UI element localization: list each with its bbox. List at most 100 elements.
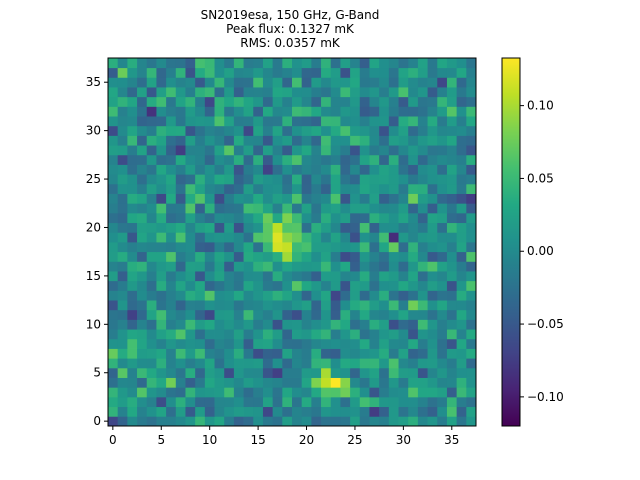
- heatmap-cell: [350, 125, 361, 136]
- heatmap-cell: [204, 242, 215, 253]
- heatmap-cell: [137, 116, 148, 127]
- heatmap-cell: [195, 338, 206, 349]
- heatmap-cell: [466, 309, 477, 320]
- heatmap-cell: [137, 290, 148, 301]
- heatmap-cell: [253, 125, 264, 136]
- heatmap-cell: [282, 77, 293, 88]
- heatmap-cell: [311, 232, 322, 243]
- heatmap-cell: [233, 174, 244, 185]
- heatmap-cell: [233, 319, 244, 330]
- heatmap-cell: [137, 271, 148, 282]
- heatmap-cell: [446, 338, 458, 349]
- heatmap-cell: [137, 406, 148, 417]
- heatmap-cell: [427, 58, 438, 69]
- heatmap-cell: [292, 58, 303, 69]
- heatmap-cell: [379, 67, 390, 78]
- heatmap-cell: [166, 329, 177, 340]
- heatmap-cell: [233, 271, 244, 282]
- heatmap-cell: [253, 319, 264, 330]
- heatmap-cell: [195, 116, 206, 127]
- heatmap-cell: [243, 174, 254, 185]
- heatmap-cell: [417, 222, 428, 233]
- heatmap-cell: [340, 116, 351, 127]
- heatmap-cell: [398, 329, 409, 340]
- heatmap-cell: [117, 87, 128, 98]
- heatmap-cell: [321, 242, 332, 253]
- heatmap-cell: [446, 261, 458, 272]
- heatmap-cell: [359, 203, 370, 214]
- heatmap-cell: [127, 212, 138, 224]
- heatmap-cell: [369, 154, 380, 165]
- heatmap-cell: [466, 338, 477, 349]
- heatmap-cell: [311, 106, 322, 117]
- heatmap-cell: [224, 416, 235, 427]
- heatmap-cell: [437, 300, 448, 311]
- heatmap-cell: [117, 319, 128, 330]
- heatmap-cell: [350, 67, 361, 78]
- heatmap-cell: [282, 338, 293, 349]
- heatmap-cell: [398, 338, 409, 349]
- heatmap-cell: [437, 96, 448, 107]
- heatmap-cell: [214, 193, 225, 204]
- heatmap-cell: [156, 193, 167, 204]
- heatmap-cell: [175, 261, 186, 272]
- heatmap-cell: [427, 271, 438, 282]
- heatmap-cell: [311, 58, 322, 69]
- heatmap-cell: [108, 77, 119, 88]
- heatmap-cell: [437, 77, 448, 88]
- heatmap-cell: [437, 242, 448, 253]
- heatmap-cell: [388, 222, 399, 233]
- heatmap-cell: [224, 164, 235, 175]
- heatmap-cell: [350, 96, 361, 107]
- heatmap-cell: [108, 300, 119, 311]
- heatmap-cell: [282, 261, 293, 272]
- heatmap-cell: [224, 193, 235, 204]
- heatmap-cell: [146, 377, 157, 388]
- heatmap-cell: [282, 116, 293, 127]
- heatmap-cell: [108, 183, 119, 194]
- heatmap-cell: [282, 280, 293, 291]
- heatmap-cell: [340, 396, 351, 408]
- heatmap-cell: [272, 116, 283, 127]
- heatmap-cell: [262, 222, 274, 233]
- heatmap-cell: [359, 58, 370, 69]
- heatmap-cell: [117, 203, 128, 214]
- heatmap-cell: [398, 251, 409, 262]
- heatmap-cell: [204, 280, 215, 291]
- heatmap-cell: [417, 58, 428, 69]
- heatmap-cell: [282, 212, 293, 224]
- heatmap-cell: [369, 348, 380, 359]
- heatmap-cell: [456, 87, 467, 98]
- heatmap-cell: [350, 338, 361, 349]
- heatmap-cell: [117, 271, 128, 282]
- heatmap-cell: [359, 174, 370, 185]
- heatmap-cell: [214, 145, 225, 156]
- heatmap-cell: [146, 212, 157, 224]
- heatmap-cell: [108, 280, 119, 291]
- heatmap-cell: [350, 406, 361, 417]
- heatmap-cell: [437, 222, 448, 233]
- heatmap-cell: [417, 290, 428, 301]
- heatmap-cell: [311, 242, 322, 253]
- heatmap-cell: [388, 154, 399, 165]
- heatmap-cell: [456, 396, 467, 408]
- heatmap-cell: [127, 280, 138, 291]
- heatmap-cell: [127, 116, 138, 127]
- heatmap-cell: [388, 203, 399, 214]
- heatmap-cell: [185, 319, 196, 330]
- heatmap-cell: [146, 58, 157, 69]
- heatmap-cell: [224, 271, 235, 282]
- heatmap-cell: [117, 232, 128, 243]
- heatmap-cell: [437, 329, 448, 340]
- heatmap-cell: [253, 416, 264, 427]
- heatmap-cell: [185, 222, 196, 233]
- x-tick-label: 25: [347, 433, 362, 447]
- heatmap-cell: [417, 338, 428, 349]
- heatmap-cell: [456, 309, 467, 320]
- heatmap-cell: [175, 271, 186, 282]
- heatmap-cell: [233, 348, 244, 359]
- heatmap-cell: [146, 106, 157, 117]
- heatmap-cell: [311, 348, 322, 359]
- heatmap-cell: [301, 154, 312, 165]
- heatmap-cell: [398, 280, 409, 291]
